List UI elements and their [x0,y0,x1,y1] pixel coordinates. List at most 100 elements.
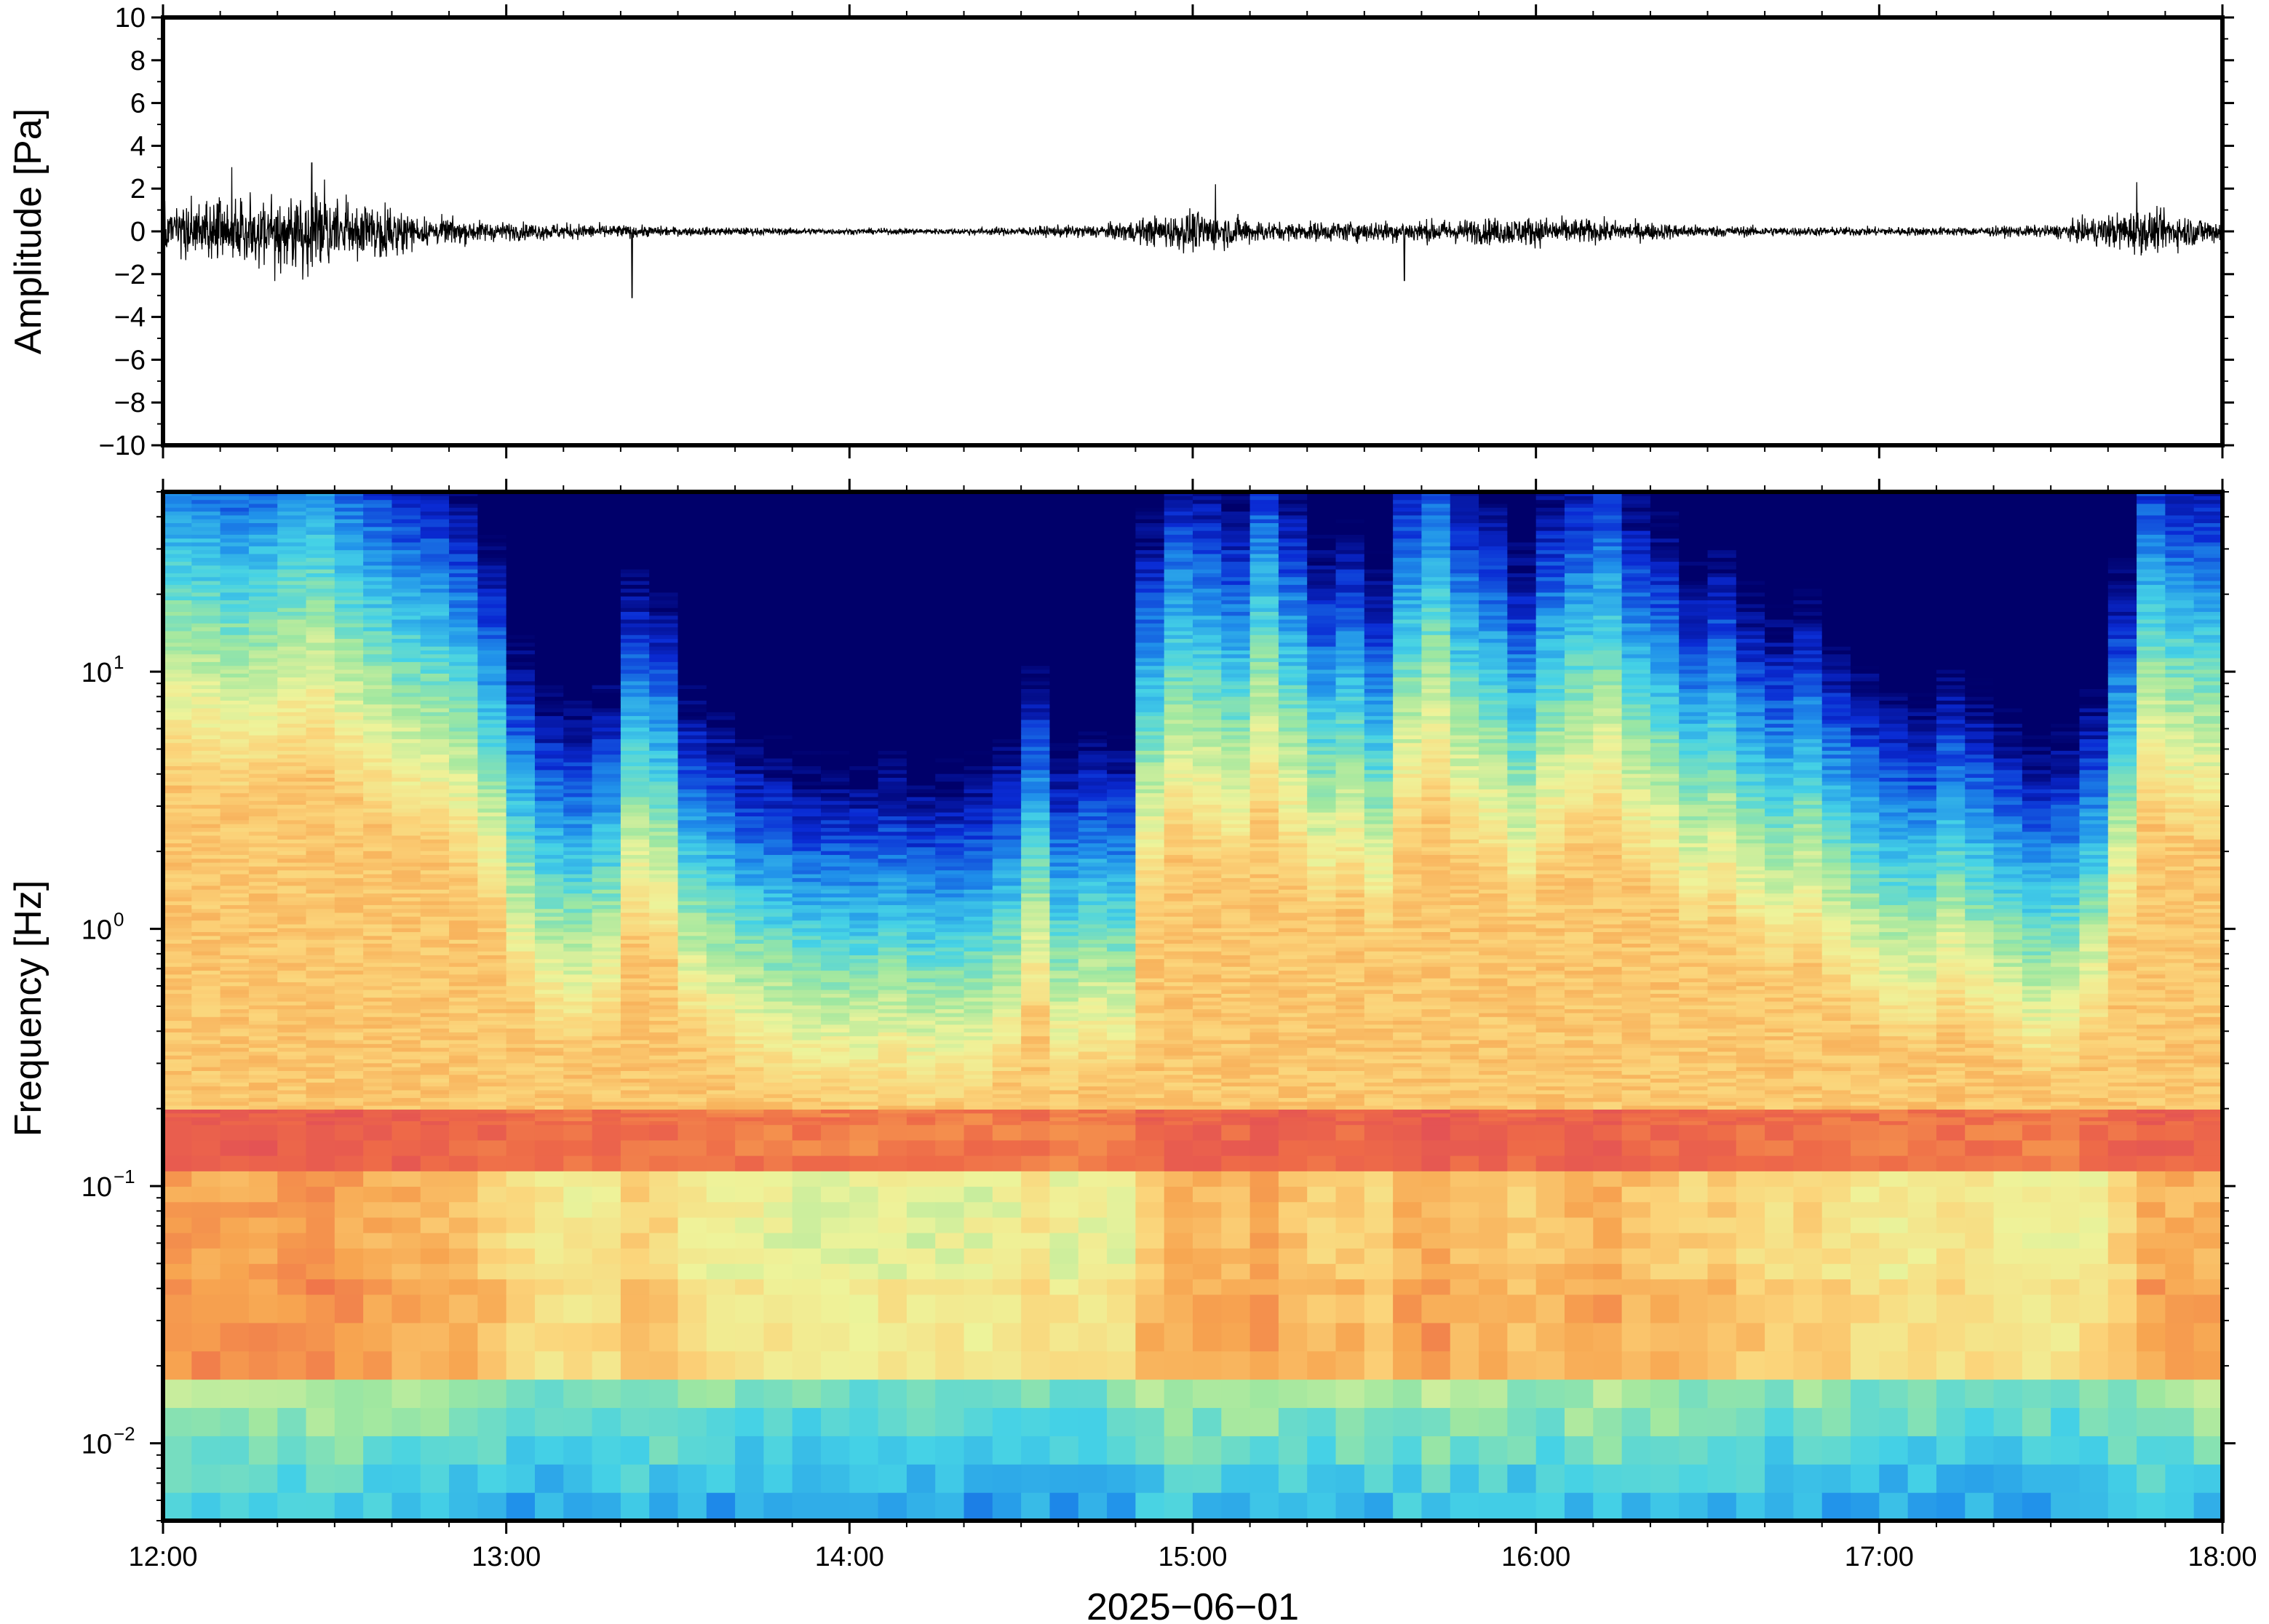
spectrogram-cell [763,839,793,844]
spectrogram-cell [163,511,192,516]
spectrogram-cell [878,646,907,650]
spectrogram-cell [277,661,307,666]
spectrogram-cell [620,789,650,794]
spectrogram-cell [392,580,421,585]
spectrogram-cell [477,1186,507,1203]
spectrogram-cell [363,908,393,913]
spectrogram-cell [677,804,707,809]
spectrogram-cell [477,735,507,739]
spectrogram-cell [706,565,736,570]
spectrogram-cell [420,812,450,817]
spectrogram-cell [277,812,307,817]
spectrogram-cell [506,966,536,971]
spectrogram-cell [248,1124,278,1141]
spectrogram-cell [477,1051,507,1056]
spectrogram-cell [878,677,907,682]
spectrogram-cell [649,1294,679,1324]
spectrogram-cell [306,792,335,797]
spectrogram-cell [849,928,879,933]
spectrogram-cell [449,1294,478,1324]
spectrogram-cell [649,588,679,593]
spectrogram-cell [449,1055,478,1060]
spectrogram-cell [248,565,278,570]
spectrogram-cell [763,1024,793,1029]
spectrogram-cell [906,1078,936,1083]
spectrogram-cell [706,704,736,709]
spectrogram-cell [735,634,765,640]
spectrogram-cell [563,707,593,712]
spectrogram-cell [706,1379,736,1409]
spectrogram-cell [649,1171,679,1187]
spectrogram-cell [592,827,621,832]
spectrogram-cell [592,1124,621,1141]
spectrogram-cell [220,692,250,697]
spectrogram-cell [706,638,736,643]
spectrogram-cell [191,511,221,516]
spectrogram-cell [677,974,707,979]
spectrogram-cell [849,596,879,601]
spectrogram-cell [363,889,393,894]
spectrogram-cell [763,731,793,736]
spectrogram-cell [506,962,536,967]
spectrogram-cell [763,1047,793,1052]
spectrogram-cell [277,634,307,640]
spectrogram-cell [649,692,679,697]
spectrogram-cell [248,1094,278,1099]
spectrogram-cell [735,642,765,647]
spectrogram-cell [821,796,850,801]
spectrogram-cell [191,1097,221,1102]
spectrogram-cell [449,885,478,890]
spectrogram-cell [849,588,879,593]
spectrogram-cell [792,904,822,909]
spectrogram-cell [878,939,907,944]
spectrogram-cell [878,885,907,890]
spectrogram-cell [792,534,822,539]
spectrogram-cell [363,1263,393,1280]
spectrogram-cell [763,951,793,955]
spectrogram-cell [477,692,507,697]
spectrogram-cell [563,1028,593,1032]
spectrogram-cell [878,1464,907,1493]
spectrogram-cell [792,943,822,948]
spectrogram-cell [163,904,192,909]
spectrogram-cell [534,951,564,955]
spectrogram-cell [420,1139,450,1156]
spectrogram-cell [620,1492,650,1521]
spectrogram-cell [220,1101,250,1106]
spectrogram-cell [878,618,907,624]
spectrogram-cell [792,985,822,990]
spectrogram-cell [649,507,679,512]
spectrogram-cell [363,1117,393,1121]
spectrogram-cell [220,843,250,848]
spectrogram-cell [792,1233,822,1249]
spectrogram-cell [620,1171,650,1187]
spectrogram-cell [392,596,421,601]
spectrogram-cell [706,923,736,928]
spectrogram-cell [191,762,221,767]
spectrogram-cell [306,908,335,913]
spectrogram-cell [334,1074,364,1079]
spectrogram-cell [420,854,450,859]
spectrogram-cell [363,1032,393,1037]
spectrogram-cell [763,800,793,805]
spectrogram-cell [277,680,307,685]
spectrogram-cell [677,546,707,551]
spectrogram-cell [477,1105,507,1110]
spectrogram-cell [649,951,679,955]
spectrogram-cell [792,881,822,886]
spectrogram-cell [248,1121,278,1126]
spectrogram-cell [563,1062,593,1067]
spectrogram-cell [248,877,278,883]
spectrogram-cell [220,951,250,955]
spectrogram-cell [220,658,250,662]
spectrogram-cell [706,1464,736,1493]
spectrogram-cell [592,1407,621,1436]
spectrogram-cell [792,661,822,666]
spectrogram-cell [792,1051,822,1056]
spectrogram-cell [677,642,707,647]
spectrogram-cell [563,1035,593,1040]
spectrogram-cell [477,1059,507,1064]
spectrogram-cell [706,781,736,786]
spectrogram-cell [191,993,221,998]
spectrogram-cell [420,680,450,685]
